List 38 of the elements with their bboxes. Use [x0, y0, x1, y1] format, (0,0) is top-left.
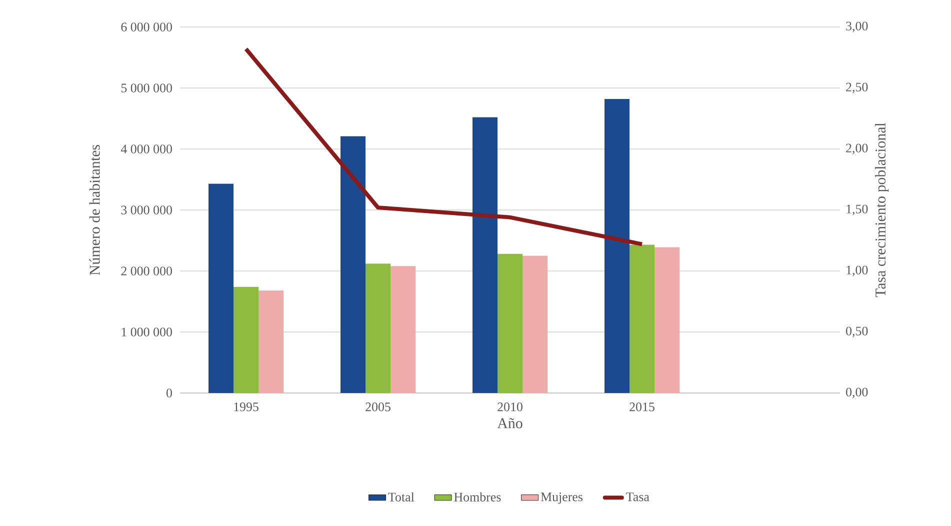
bar	[522, 256, 548, 393]
bar	[498, 254, 522, 393]
bar	[630, 244, 655, 393]
y-tick-label: 0	[166, 388, 172, 398]
y2-tick-label: 1,50	[846, 204, 868, 216]
legend-label: Hombres	[454, 492, 501, 502]
legend-label: Tasa	[626, 492, 650, 502]
y2-tick-label: 0,50	[846, 326, 868, 338]
y-tick-label: 5 000 000	[121, 84, 172, 92]
y-tick-label: 4 000 000	[120, 144, 172, 154]
x-tick-label: 2005	[366, 402, 390, 412]
y2-tick-label: 2,00	[846, 144, 868, 154]
y-tick-label: 2 000 000	[121, 266, 172, 276]
bar	[234, 286, 258, 393]
x-axis-title: Año	[497, 418, 522, 428]
y2-tick-label: 2,50	[846, 82, 868, 94]
y-tick-label: 1 000 000	[122, 328, 172, 336]
bar	[208, 184, 234, 393]
x-tick-label: 2015	[630, 402, 654, 412]
y-tick-label: 3 000 000	[121, 206, 172, 214]
bar	[340, 136, 366, 393]
bar	[390, 266, 416, 393]
bar	[654, 247, 680, 393]
y-axis-title: Número de habitantes	[89, 144, 100, 276]
line-series	[244, 46, 644, 246]
legend-label: Mujeres	[540, 492, 583, 504]
x-tick-label: 2010	[498, 402, 522, 412]
y2-axis-title: Tasa crecimiento poblacional	[875, 122, 889, 298]
bar	[604, 98, 630, 393]
bar	[366, 264, 390, 393]
bar	[472, 117, 498, 393]
legend-label: Total	[388, 492, 414, 502]
y2-tick-label: 0,00	[846, 388, 868, 398]
y2-tick-label: 1,00	[846, 266, 868, 276]
y-tick-label: 6 000 000	[121, 22, 172, 32]
y2-tick-label: 3,00	[846, 22, 868, 32]
x-tick-label: 1995	[234, 402, 258, 412]
bar	[258, 290, 284, 393]
